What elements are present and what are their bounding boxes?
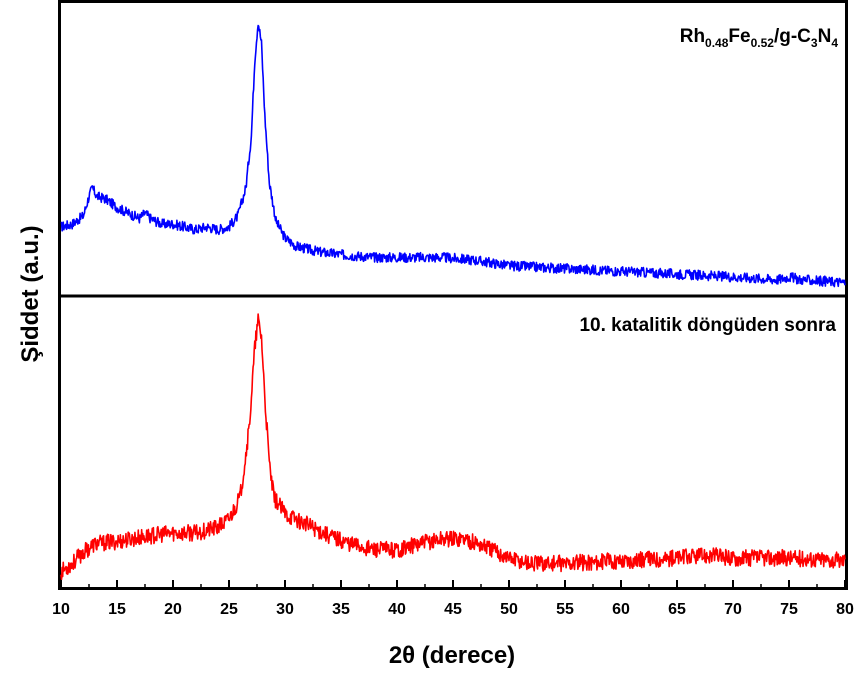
y-axis-title: Şiddet (a.u.): [17, 225, 44, 362]
x-tick-label: 40: [388, 601, 406, 618]
x-tick-label: 35: [332, 601, 350, 618]
series-line-bottom: [60, 313, 846, 581]
series-label-bottom: 10. katalitik döngüden sonra: [579, 315, 836, 336]
x-tick-label: 70: [724, 601, 742, 618]
x-tick-label: 65: [668, 601, 686, 618]
x-tick-label: 20: [164, 601, 182, 618]
x-tick-label: 55: [556, 601, 574, 618]
x-tick-label: 25: [220, 601, 238, 618]
x-tick-label: 60: [612, 601, 630, 618]
x-tick-label: 10: [52, 601, 70, 618]
x-tick-label: 80: [836, 601, 854, 618]
x-tick-label: 75: [780, 601, 798, 618]
x-tick-label: 15: [108, 601, 126, 618]
x-tick-label: 30: [276, 601, 294, 618]
series-line-top: [60, 24, 846, 288]
x-tick-label: 50: [500, 601, 518, 618]
x-axis-ticks: 10 15 20 25 30 35 40 45 50 55 60 65 70 75 80: [52, 580, 854, 618]
x-axis-title: 2θ (derece): [389, 642, 515, 669]
x-tick-label: 45: [444, 601, 462, 618]
series-label-top: Rh0.48Fe0.52/g-C3N4: [680, 26, 839, 50]
